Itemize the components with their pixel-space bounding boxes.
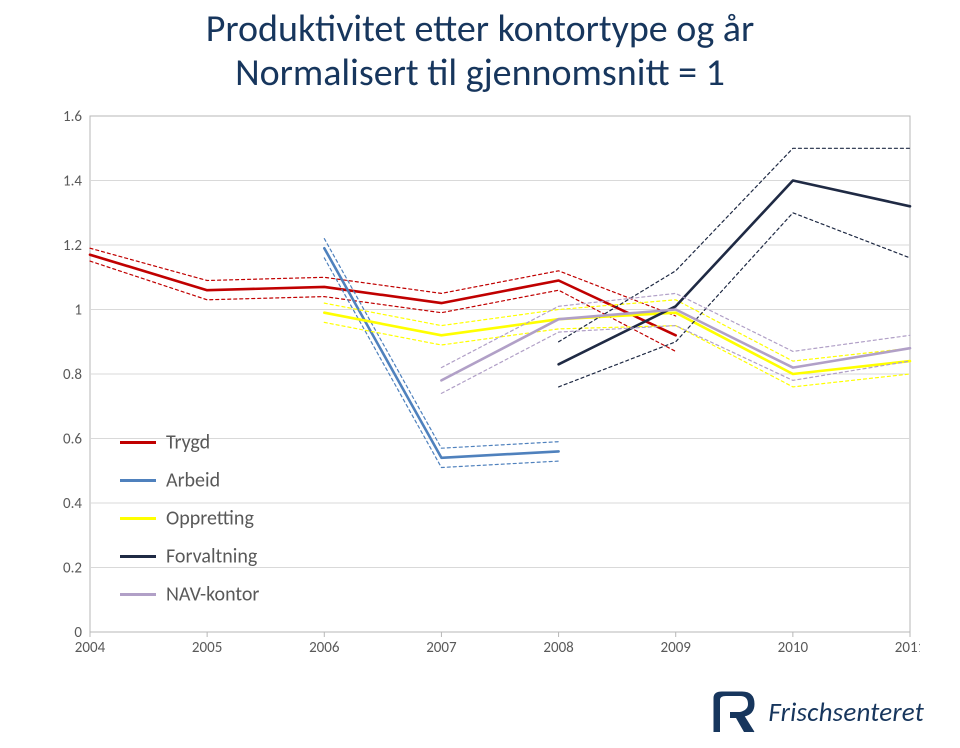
y-axis-label: 0.2 [63,560,82,578]
x-axis-label: 2008 [543,639,573,657]
footer: Frischsenteret [710,688,924,736]
footer-text: Frischsenteret [768,696,924,729]
y-axis-label: 0.6 [63,431,82,449]
x-axis-label: 2006 [309,639,340,657]
x-axis-label: 2004 [75,639,106,657]
legend-label: Arbeid [166,469,220,493]
page: Produktivitet etter kontortype og år Nor… [0,0,960,748]
x-axis-label: 2011 [895,639,920,657]
page-title: Produktivitet etter kontortype og år Nor… [0,8,960,95]
legend-label: NAV-kontor [166,583,259,607]
title-line-2: Normalisert til gjennomsnitt = 1 [235,50,725,96]
y-axis-label: 1.6 [63,110,82,126]
y-axis-label: 1 [74,302,82,320]
chart: 00.20.40.60.811.21.41.620042005200620072… [50,110,920,660]
y-axis-label: 1.4 [63,173,82,191]
y-axis-label: 0.4 [63,495,82,513]
legend-label: Trygd [166,431,210,455]
legend-label: Forvaltning [166,545,258,569]
logo-icon [710,688,758,736]
x-axis-label: 2010 [778,639,809,657]
legend-label: Oppretting [166,507,254,531]
y-axis-label: 0.8 [63,366,82,384]
y-axis-label: 1.2 [63,237,82,255]
x-axis-label: 2005 [192,639,222,657]
x-axis-label: 2007 [426,639,457,657]
x-axis-label: 2009 [661,639,692,657]
title-line-1: Produktivitet etter kontortype og år [206,6,755,52]
